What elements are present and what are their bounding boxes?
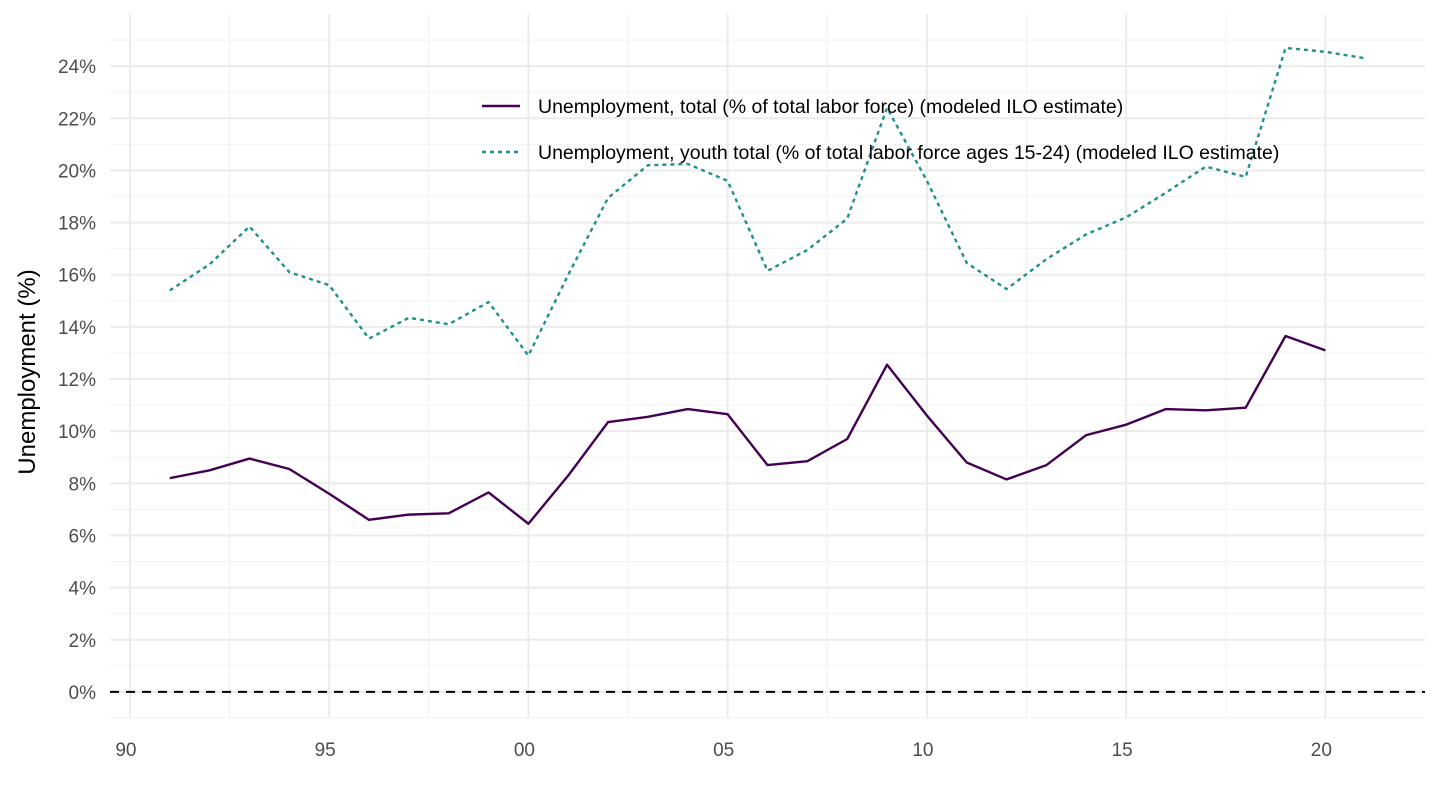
minor-gridlines: [110, 14, 1425, 719]
y-tick-label: 2%: [69, 631, 97, 652]
legend-label-1: Unemployment, total (% of total labor fo…: [538, 96, 1123, 118]
y-tick-label: 24%: [58, 57, 96, 78]
y-tick-label: 22%: [58, 109, 96, 130]
y-tick-label: 14%: [58, 318, 96, 339]
legend-label-2: Unemployment, youth total (% of total la…: [538, 142, 1279, 164]
x-axis-ticks: 90 95 00 05 10 15 20: [115, 740, 1332, 761]
y-axis-title: Unemployment (%): [14, 269, 41, 474]
y-tick-label: 10%: [58, 422, 96, 443]
y-tick-label: 18%: [58, 214, 96, 235]
x-tick-label: 95: [315, 740, 336, 761]
y-tick-label: 6%: [69, 526, 97, 547]
x-tick-label: 05: [713, 740, 734, 761]
x-tick-label: 20: [1311, 740, 1332, 761]
major-gridlines: [110, 14, 1425, 718]
series-line-2: [169, 46, 1366, 357]
y-tick-label: 0%: [69, 683, 97, 704]
x-tick-label: 00: [514, 740, 535, 761]
x-tick-label: 10: [912, 740, 933, 761]
x-tick-label: 15: [1112, 740, 1133, 761]
x-tick-label: 90: [115, 740, 136, 761]
y-axis-ticks: 0% 2% 4% 6% 8% 10% 12% 14% 16% 18% 20% 22% 24%: [58, 57, 96, 704]
y-tick-label: 12%: [58, 370, 96, 391]
y-tick-label: 20%: [58, 161, 96, 182]
y-tick-label: 4%: [69, 579, 97, 600]
y-tick-label: 8%: [69, 474, 97, 495]
y-tick-label: 16%: [58, 266, 96, 287]
legend: Unemployment, total (% of total labor fo…: [482, 96, 1279, 164]
series-lines: [169, 46, 1366, 525]
series-line-1: [169, 334, 1326, 525]
